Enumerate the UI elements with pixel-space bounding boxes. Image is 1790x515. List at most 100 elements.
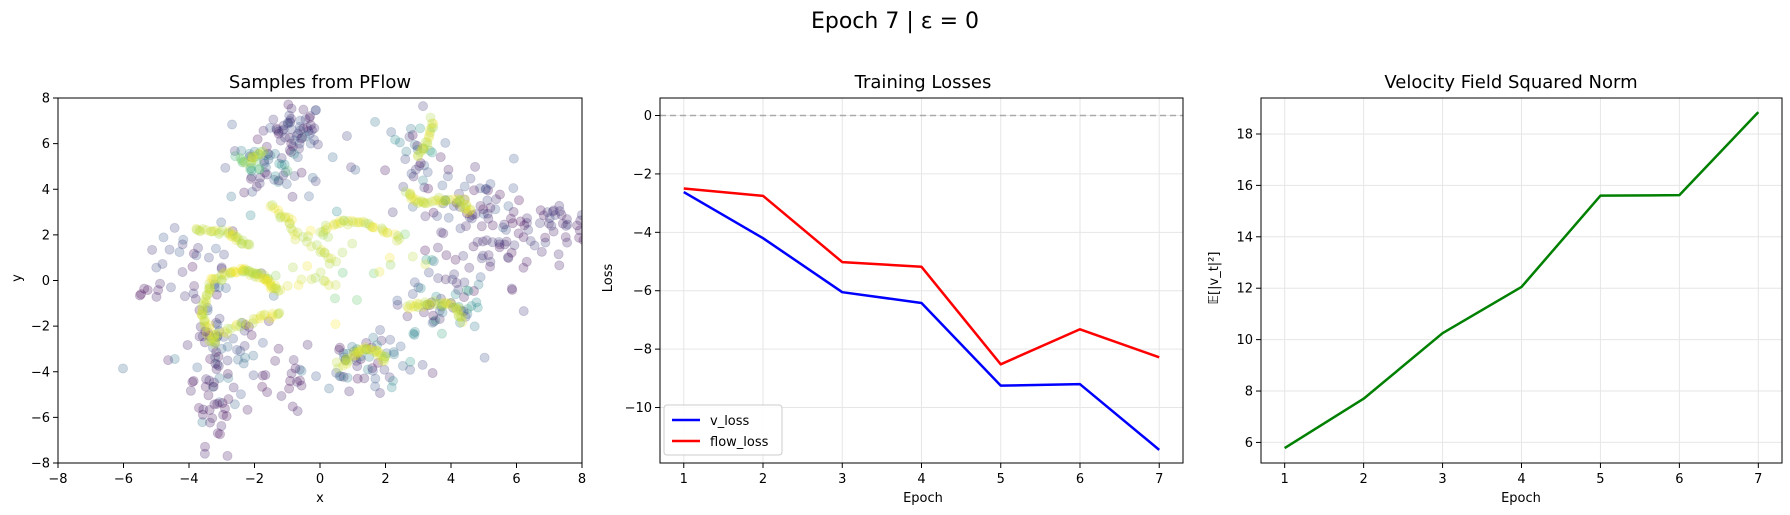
- scatter-point: [259, 274, 270, 285]
- scatter-point: [193, 402, 204, 413]
- scatter-point: [437, 301, 448, 312]
- scatter-point: [447, 274, 458, 285]
- scatter-point: [307, 172, 318, 183]
- scatter-point: [562, 219, 573, 230]
- scatter-point: [407, 130, 418, 141]
- scatter-panel: Samples from PFlow −8 −6 −4 −2 0 2 4 6 8 −8 −6 −4 −2…: [10, 72, 601, 506]
- scatter-point: [209, 335, 220, 346]
- scatter-point: [418, 101, 429, 112]
- velocity-y-tick-label: 12: [1236, 282, 1253, 297]
- scatter-point: [310, 104, 321, 115]
- scatter-point: [295, 115, 306, 126]
- scatter-point: [416, 196, 427, 207]
- scatter-point: [286, 124, 297, 135]
- scatter-point: [274, 307, 285, 318]
- scatter-point: [253, 149, 264, 160]
- scatter-point: [210, 358, 221, 369]
- scatter-point: [477, 236, 488, 247]
- scatter-point: [276, 390, 287, 401]
- scatter-point: [196, 309, 207, 320]
- scatter-point: [268, 114, 279, 125]
- scatter-point: [431, 291, 442, 302]
- scatter-x-tick-label: 4: [447, 472, 455, 487]
- scatter-point: [462, 303, 473, 314]
- scatter-point: [226, 191, 237, 202]
- scatter-point: [367, 365, 378, 376]
- scatter-point: [408, 328, 419, 339]
- scatter-point: [284, 218, 295, 229]
- scatter-point: [207, 332, 218, 343]
- scatter-point: [426, 297, 437, 308]
- scatter-point: [335, 218, 346, 229]
- scatter-point: [237, 238, 248, 249]
- loss-legend: v_loss flow_loss: [663, 404, 783, 456]
- scatter-point: [305, 225, 316, 236]
- velocity-y-label: 𝔼[|v_t|²]: [1207, 252, 1222, 305]
- scatter-point: [405, 356, 416, 367]
- scatter-point: [265, 283, 276, 294]
- scatter-point: [592, 226, 601, 235]
- scatter-point: [468, 286, 479, 297]
- scatter-point: [204, 281, 215, 292]
- scatter-point: [284, 110, 295, 121]
- velocity-x-label: Epoch: [1501, 491, 1541, 506]
- scatter-point: [201, 296, 212, 307]
- scatter-point: [446, 298, 457, 309]
- scatter-point: [276, 153, 287, 164]
- scatter-point: [590, 217, 599, 226]
- scatter-point: [231, 319, 242, 330]
- scatter-point: [278, 124, 289, 135]
- scatter-point: [465, 173, 476, 184]
- scatter-point: [575, 215, 582, 226]
- scatter-point: [457, 311, 468, 322]
- scatter-point: [426, 122, 437, 133]
- scatter-point: [288, 354, 299, 365]
- scatter-point: [546, 220, 557, 231]
- scatter-point: [197, 331, 208, 342]
- scatter-point: [219, 249, 230, 260]
- scatter-point: [455, 311, 466, 322]
- scatter-point: [190, 294, 201, 305]
- scatter-point: [458, 306, 469, 317]
- scatter-point: [259, 270, 270, 281]
- scatter-point: [238, 266, 249, 277]
- scatter-title: Samples from PFlow: [229, 72, 411, 93]
- scatter-point: [240, 265, 251, 276]
- scatter-point: [269, 203, 280, 214]
- scatter-point: [298, 104, 309, 115]
- scatter-points: [118, 99, 601, 461]
- scatter-point: [282, 117, 293, 128]
- scatter-point: [193, 242, 204, 253]
- scatter-point: [207, 333, 218, 344]
- scatter-point: [293, 280, 304, 291]
- scatter-y-tick-label: 4: [42, 183, 50, 198]
- scatter-point: [210, 352, 221, 363]
- loss-x-tick-label: 4: [917, 472, 925, 487]
- loss-x-tick-label: 3: [838, 472, 846, 487]
- scatter-point: [509, 240, 520, 251]
- scatter-point: [236, 238, 247, 249]
- scatter-point: [212, 331, 223, 342]
- scatter-point: [208, 377, 219, 388]
- scatter-point: [453, 310, 464, 321]
- scatter-point: [227, 266, 238, 277]
- scatter-point: [344, 386, 355, 397]
- scatter-point: [163, 355, 174, 366]
- scatter-point: [350, 352, 361, 363]
- loss-y-tick-label: −10: [625, 401, 652, 416]
- scatter-point: [219, 267, 230, 278]
- scatter-point: [367, 222, 378, 233]
- scatter-point: [440, 137, 451, 148]
- scatter-point: [315, 247, 326, 258]
- scatter-point: [204, 287, 215, 298]
- scatter-point: [266, 281, 277, 292]
- scatter-point: [118, 363, 129, 374]
- scatter-point: [394, 137, 405, 148]
- scatter-point: [443, 164, 454, 175]
- scatter-point: [429, 195, 440, 206]
- scatter-point: [237, 235, 248, 246]
- scatter-point: [340, 354, 351, 365]
- scatter-point: [519, 220, 530, 231]
- scatter-point: [213, 360, 224, 371]
